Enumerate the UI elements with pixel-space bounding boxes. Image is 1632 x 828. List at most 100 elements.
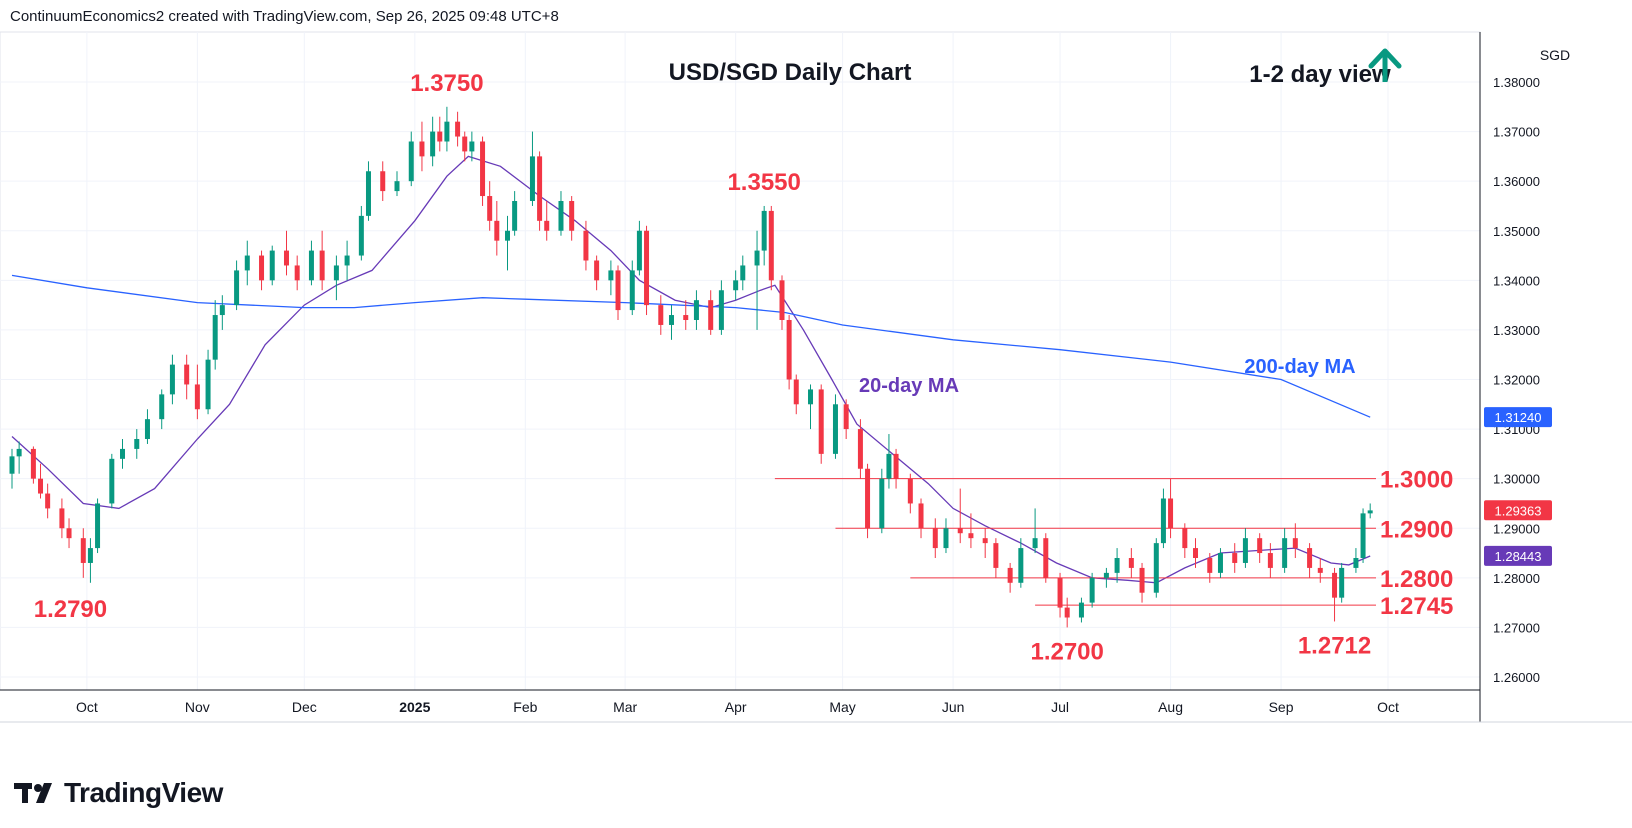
- candle: [629, 260, 635, 316]
- candle: [419, 121, 425, 172]
- time-tick-label: Mar: [613, 699, 637, 715]
- time-tick-label: Aug: [1158, 699, 1183, 715]
- price-tick-label: 1.36000: [1493, 174, 1540, 189]
- candle: [120, 439, 126, 469]
- candle-body: [808, 389, 814, 405]
- candle-body: [87, 548, 93, 563]
- candle-body: [569, 201, 575, 231]
- candle: [512, 191, 518, 236]
- ma-legend-labels: 20-day MA 200-day MA: [859, 356, 1356, 397]
- time-tick-label: Feb: [513, 699, 537, 715]
- candle: [87, 538, 93, 583]
- candle-body: [636, 230, 642, 271]
- candle: [134, 429, 140, 459]
- candle: [1032, 508, 1038, 554]
- candle: [843, 399, 849, 439]
- candle-body: [80, 538, 86, 563]
- candle-body: [45, 493, 51, 509]
- candle: [1193, 538, 1199, 568]
- candle: [1089, 572, 1095, 608]
- price-chart[interactable]: 1.3750 1.3550 1.2790 1.2700 1.2712 1.3000 1.29…: [0, 0, 1632, 770]
- price-tag: 1.29363: [1484, 500, 1552, 521]
- candle: [169, 354, 175, 405]
- candle: [194, 364, 200, 420]
- time-tick-label: 2025: [399, 699, 430, 715]
- candle-body: [159, 394, 165, 420]
- candle-body: [16, 448, 22, 457]
- price-annotation: 1.3750: [410, 70, 483, 97]
- candle: [608, 260, 614, 296]
- candle: [1257, 533, 1263, 563]
- candle: [1353, 548, 1359, 573]
- candle: [344, 240, 350, 281]
- candlesticks: [9, 106, 1373, 628]
- candle-body: [1057, 577, 1063, 608]
- price-tag: 1.31240: [1484, 407, 1552, 428]
- candle-body: [968, 533, 974, 539]
- candle: [30, 446, 36, 484]
- candle: [437, 116, 443, 152]
- candle-body: [754, 250, 760, 266]
- candle: [45, 483, 51, 519]
- candle-body: [708, 300, 714, 330]
- candle-body: [394, 181, 400, 192]
- tradingview-logo[interactable]: TradingView: [14, 777, 223, 808]
- candle-body: [1317, 567, 1323, 573]
- candle-body: [244, 255, 250, 271]
- candle-body: [319, 250, 325, 281]
- candle: [1153, 538, 1159, 598]
- candle: [308, 240, 314, 286]
- candle-body: [733, 280, 739, 291]
- candle: [205, 349, 211, 415]
- price-tick-label: 1.33000: [1493, 323, 1540, 338]
- ma200-line: [11, 274, 1371, 418]
- candle: [380, 161, 386, 201]
- price-tag-bg: [1484, 500, 1552, 521]
- time-tick-label: Jul: [1051, 699, 1069, 715]
- candle: [159, 389, 165, 430]
- price-annotation: 1.2745: [1380, 593, 1453, 620]
- price-annotation: 1.3550: [727, 169, 800, 196]
- candle-body: [1182, 528, 1188, 549]
- candle-body: [462, 136, 468, 152]
- candle: [779, 275, 785, 330]
- candle-body: [818, 389, 824, 454]
- candle: [636, 220, 642, 276]
- candle-body: [194, 384, 200, 410]
- price-tick-label: 1.26000: [1493, 670, 1540, 685]
- candle-body: [1153, 543, 1159, 593]
- candle-body: [120, 448, 126, 459]
- candle: [529, 131, 535, 206]
- candle: [893, 448, 899, 489]
- candle-body: [480, 141, 486, 197]
- candle-body: [169, 364, 175, 395]
- moving-averages: [11, 155, 1371, 584]
- candle-body: [1160, 498, 1166, 544]
- candle: [768, 205, 774, 291]
- candle: [9, 448, 15, 489]
- price-tag-label: 1.28443: [1495, 549, 1542, 564]
- candle: [943, 518, 949, 554]
- candle-body: [658, 305, 664, 325]
- candle: [1018, 538, 1024, 588]
- candle: [708, 290, 714, 335]
- candle-body: [1292, 538, 1298, 549]
- candle: [259, 250, 265, 291]
- candle: [1307, 543, 1313, 578]
- candle-body: [1339, 567, 1345, 598]
- candle-body: [761, 210, 767, 251]
- candle-body: [558, 201, 564, 231]
- candle-body: [865, 468, 871, 529]
- candle: [644, 225, 650, 316]
- candle-body: [333, 265, 339, 281]
- candle-body: [879, 478, 885, 529]
- candle-body: [269, 250, 275, 281]
- candle-body: [740, 265, 746, 281]
- candle: [1232, 543, 1238, 573]
- candle: [993, 538, 999, 578]
- candle-body: [583, 230, 589, 261]
- candle-body: [144, 419, 150, 439]
- candle: [569, 196, 575, 241]
- candle-body: [832, 404, 838, 454]
- tradingview-logo-icon: [14, 783, 52, 803]
